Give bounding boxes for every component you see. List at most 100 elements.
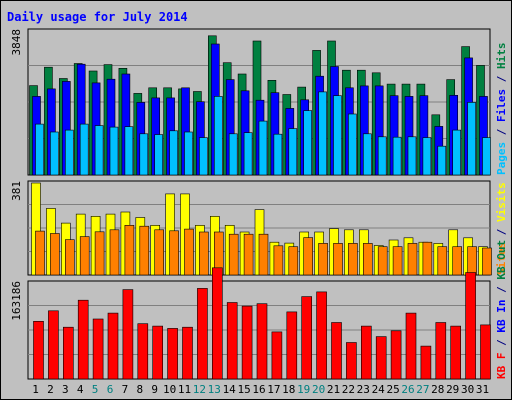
bar-visits-sites-day-25 xyxy=(392,246,403,276)
bar-kbytes-kb-f-day-15 xyxy=(241,305,253,380)
bar-visits-sites-day-8 xyxy=(139,225,150,276)
bar-visits-sites-day-22 xyxy=(348,243,358,276)
panel-kbytes-series-label-3: / xyxy=(495,280,508,300)
bar-hits-pages-day-22 xyxy=(348,113,357,176)
bar-visits-sites-day-27 xyxy=(422,241,433,276)
x-tick-label-day-31: 31 xyxy=(476,383,489,396)
bar-kbytes-kb-f-day-25 xyxy=(390,330,402,380)
x-tick-label-day-13: 13 xyxy=(208,383,221,396)
bar-visits-sites-day-19 xyxy=(303,237,314,276)
bar-hits-pages-day-14 xyxy=(228,133,238,176)
bar-visits-sites-day-2 xyxy=(50,233,60,276)
x-tick-label-day-20: 20 xyxy=(312,383,325,396)
panel-kbytes-series-label-2: KB In xyxy=(495,300,508,333)
x-tick-label-day-28: 28 xyxy=(431,383,444,396)
bar-hits-pages-day-17 xyxy=(273,133,283,176)
bar-visits-sites-day-6 xyxy=(109,229,120,276)
bar-hits-pages-day-29 xyxy=(452,129,462,176)
panel-visits-series-label-0: Sites xyxy=(495,242,508,275)
bar-kbytes-kb-f-day-4 xyxy=(77,299,89,380)
x-tick-label-day-11: 11 xyxy=(178,383,191,396)
bar-kbytes-kb-f-day-9 xyxy=(152,325,163,380)
bar-hits-pages-day-23 xyxy=(362,133,372,176)
panel-kbytes-series-labels: KB F / KB In / KB Out xyxy=(495,240,508,379)
x-tick-label-day-8: 8 xyxy=(136,383,143,396)
chart-title: Daily usage for July 2014 xyxy=(7,10,188,24)
bar-kbytes-kb-f-day-20 xyxy=(316,291,327,380)
bar-kbytes-kb-f-day-3 xyxy=(62,326,74,380)
bar-hits-pages-day-2 xyxy=(50,131,59,176)
x-tick-label-day-26: 26 xyxy=(401,383,414,396)
panel-hits-series-label-0: Pages xyxy=(495,142,508,175)
bar-visits-sites-day-28 xyxy=(437,246,448,276)
bar-kbytes-kb-f-day-8 xyxy=(137,323,149,380)
x-tick-label-day-18: 18 xyxy=(282,383,295,396)
panel-visits-series-label-1: / xyxy=(495,222,508,242)
bar-hits-pages-day-7 xyxy=(124,126,134,176)
x-tick-label-day-10: 10 xyxy=(163,383,176,396)
bar-kbytes-kb-f-day-23 xyxy=(360,325,372,380)
bar-visits-sites-day-7 xyxy=(124,225,135,276)
bar-hits-pages-day-25 xyxy=(392,136,402,176)
bar-visits-sites-day-26 xyxy=(407,243,418,276)
x-tick-label-day-25: 25 xyxy=(386,383,399,396)
bar-visits-sites-day-12 xyxy=(199,231,209,276)
bar-visits-sites-day-24 xyxy=(377,246,388,276)
x-tick-label-day-29: 29 xyxy=(446,383,459,396)
panel-visits-series-label-2: Visits xyxy=(495,182,508,222)
bar-kbytes-kb-f-day-7 xyxy=(122,289,134,380)
bar-hits-pages-day-31 xyxy=(482,137,491,176)
x-tick-label-day-6: 6 xyxy=(107,383,114,396)
panel-kbytes-series-label-1: / xyxy=(495,333,508,353)
x-tick-label-day-3: 3 xyxy=(62,383,69,396)
bar-kbytes-kb-f-day-27 xyxy=(420,345,432,380)
bar-kbytes-kb-f-day-17 xyxy=(271,331,283,380)
bar-visits-sites-day-14 xyxy=(228,233,239,276)
bar-hits-pages-day-16 xyxy=(258,120,268,176)
bar-hits-pages-day-4 xyxy=(79,123,89,176)
panel-hits-series-label-2: Files xyxy=(495,89,508,122)
bar-visits-sites-day-15 xyxy=(243,233,254,276)
bar-visits-sites-day-5 xyxy=(94,231,105,276)
x-tick-label-day-12: 12 xyxy=(193,383,206,396)
bar-visits-sites-day-31 xyxy=(482,247,492,276)
bar-hits-pages-day-15 xyxy=(243,132,253,176)
bar-hits-pages-day-12 xyxy=(199,137,208,176)
x-tick-label-day-9: 9 xyxy=(151,383,158,396)
bar-kbytes-kb-f-day-29 xyxy=(450,325,462,380)
bar-hits-pages-day-24 xyxy=(377,136,387,176)
bar-hits-pages-day-30 xyxy=(467,102,476,176)
panel-visits-ymax-label: 381 xyxy=(10,181,23,201)
panel-kbytes-series-label-4: KB Out xyxy=(495,240,508,280)
bar-hits-pages-day-26 xyxy=(407,136,417,176)
bar-hits-pages-day-1 xyxy=(35,123,44,176)
bar-kbytes-kb-f-day-13 xyxy=(212,267,223,380)
panel-hits-ymax-label: 3848 xyxy=(10,29,23,56)
bar-visits-sites-day-16 xyxy=(258,233,269,276)
panel-kbytes-ymax-label: 163186 xyxy=(10,281,23,321)
bar-kbytes-kb-f-day-5 xyxy=(92,318,104,380)
bar-hits-pages-day-5 xyxy=(94,125,104,176)
panel-hits-series-label-4: Hits xyxy=(495,43,508,70)
bar-hits-pages-day-20 xyxy=(318,91,327,176)
panel-visits-series-labels: Sites / Visits xyxy=(495,182,508,275)
x-tick-label-day-5: 5 xyxy=(92,383,99,396)
bar-visits-sites-day-1 xyxy=(35,230,45,276)
bar-hits-pages-day-11 xyxy=(184,131,193,176)
bar-hits-pages-day-10 xyxy=(169,130,178,176)
bar-kbytes-kb-f-day-11 xyxy=(182,326,193,380)
bar-kbytes-kb-f-day-30 xyxy=(465,272,476,380)
x-tick-label-day-21: 21 xyxy=(327,383,340,396)
bar-kbytes-kb-f-day-10 xyxy=(167,328,178,380)
bar-visits-sites-day-21 xyxy=(333,243,343,276)
x-tick-label-day-19: 19 xyxy=(297,383,310,396)
x-tick-label-day-23: 23 xyxy=(357,383,370,396)
bar-visits-sites-day-10 xyxy=(169,230,179,276)
bar-kbytes-kb-f-day-12 xyxy=(197,288,208,380)
bar-kbytes-kb-f-day-22 xyxy=(346,342,357,380)
bar-hits-pages-day-3 xyxy=(65,129,74,176)
x-tick-label-day-1: 1 xyxy=(32,383,39,396)
bar-visits-sites-day-30 xyxy=(467,246,477,276)
